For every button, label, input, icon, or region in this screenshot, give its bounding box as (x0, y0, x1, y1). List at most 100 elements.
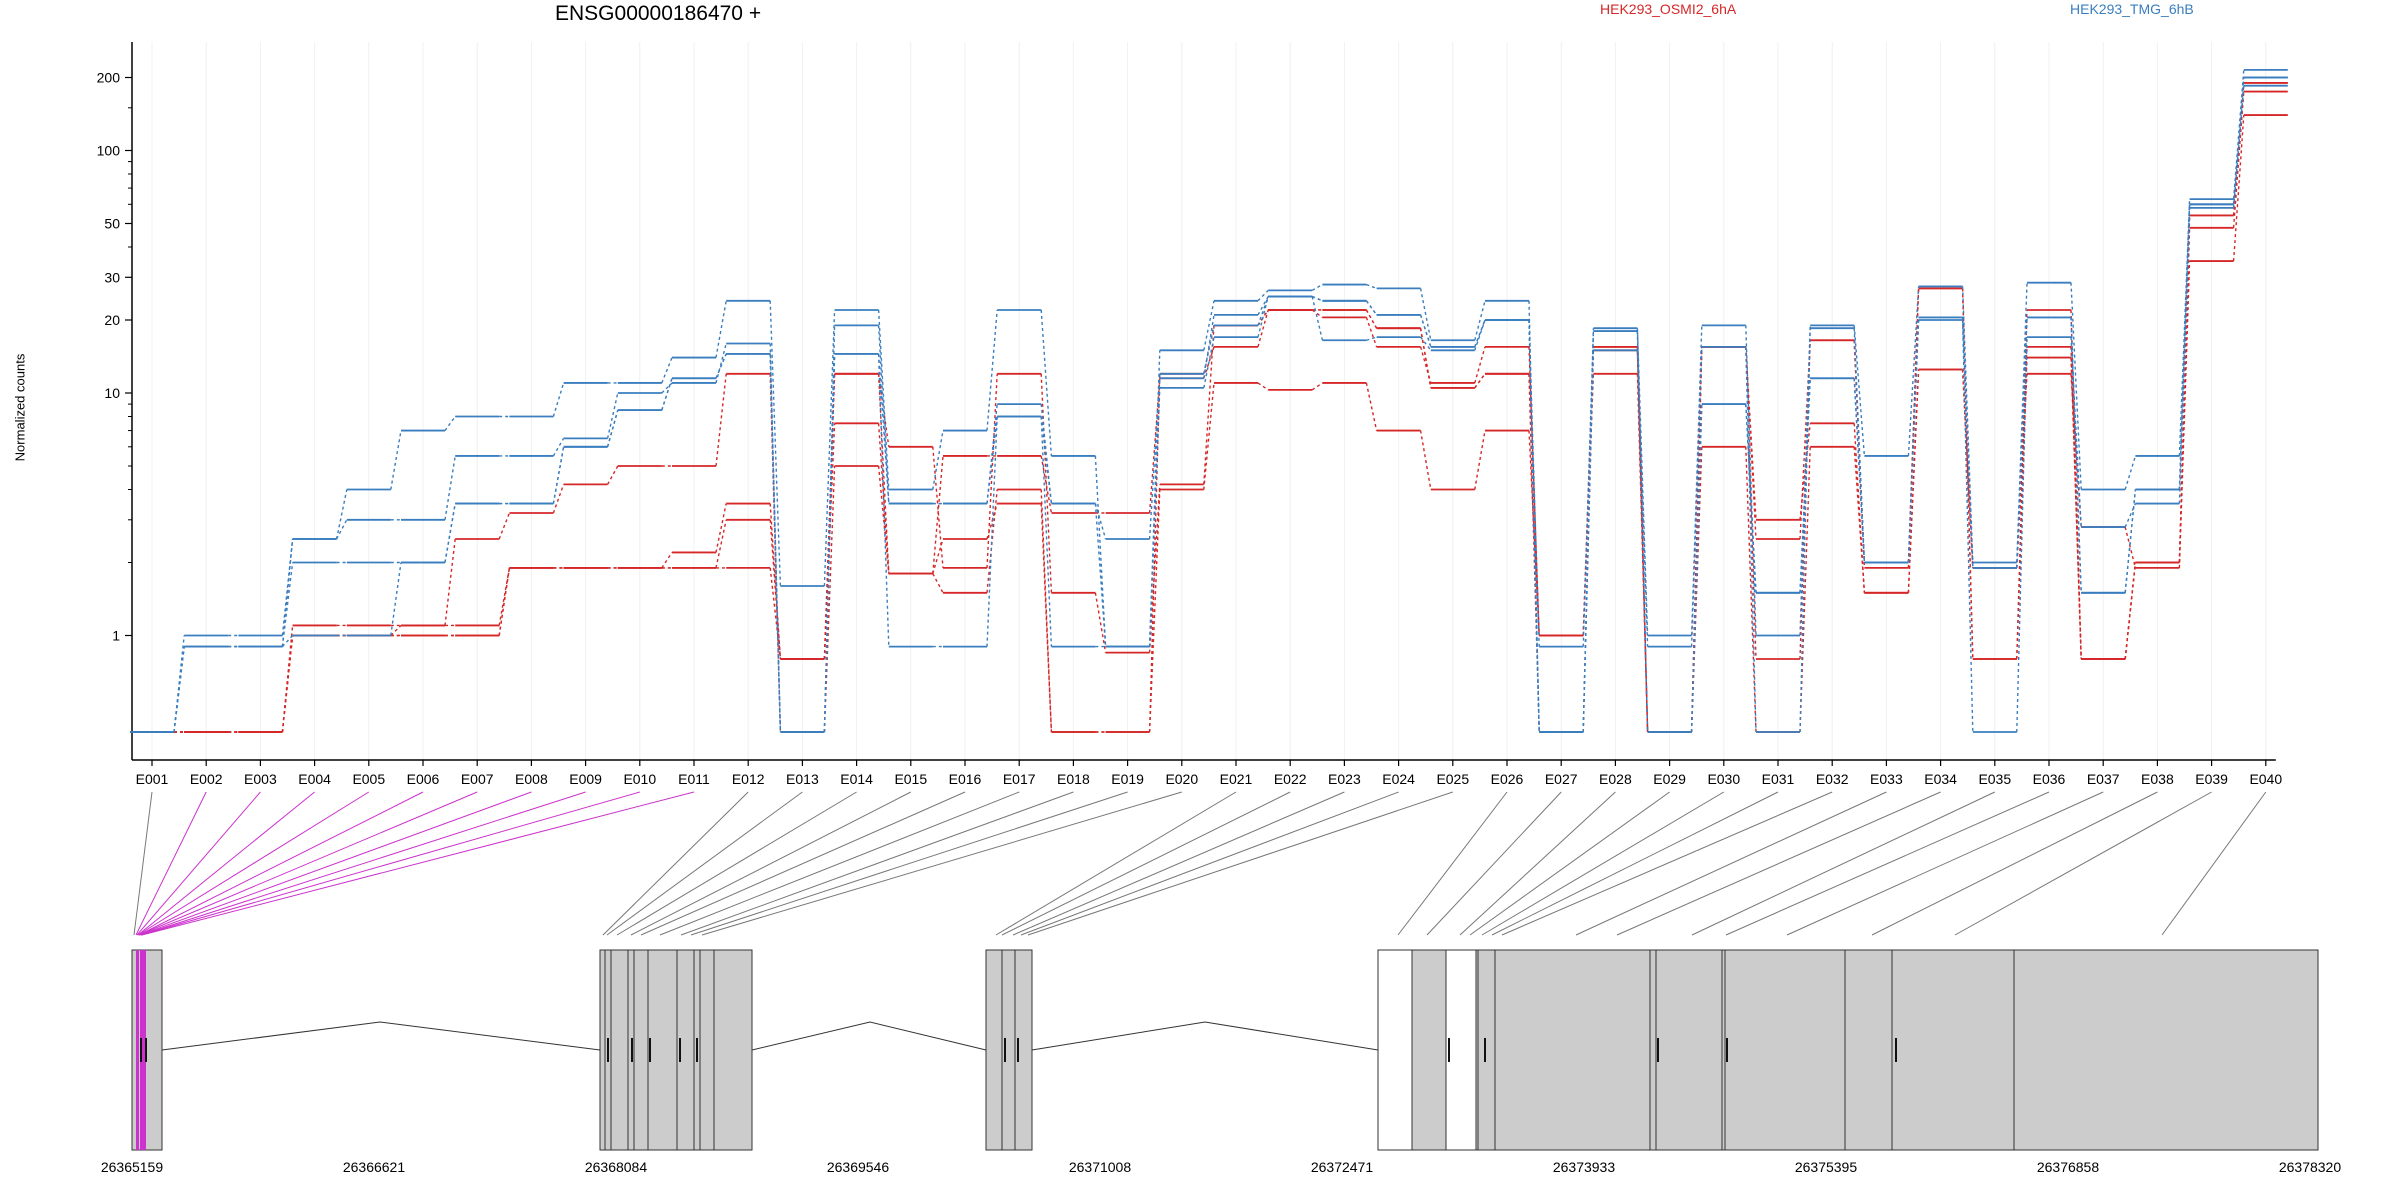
exon-connector (1871, 791, 2158, 936)
exon-connector (141, 791, 695, 936)
exon-connector (136, 791, 261, 936)
coordinate-label: 26372471 (1311, 1159, 1374, 1175)
highlighted-exon (136, 950, 139, 1150)
exon-connector (1459, 791, 1616, 936)
exon-connector (140, 791, 640, 936)
coordinate-label: 26376858 (2037, 1159, 2100, 1175)
exon-connector (1027, 791, 1453, 936)
exon-connector (1012, 791, 1345, 936)
x-tick-label-e030: E030 (1707, 771, 1740, 787)
x-tick-label-e018: E018 (1057, 771, 1090, 787)
x-tick-label-e038: E038 (2141, 771, 2174, 787)
exon-connector-lines (133, 791, 2267, 936)
exon-connector (1954, 791, 2212, 936)
x-tick-label-e022: E022 (1274, 771, 1307, 787)
x-tick-label-e010: E010 (623, 771, 656, 787)
exon-connector (1020, 791, 1399, 936)
y-tick-label: 50 (104, 216, 120, 232)
x-tick-label-e001: E001 (136, 771, 169, 787)
exon-connector (1575, 791, 1887, 936)
exon-connector (680, 791, 1074, 936)
intron-line (751, 1021, 987, 1051)
exon-connector (138, 791, 424, 936)
y-tick-label: 1 (112, 627, 120, 643)
exon-connector (137, 791, 370, 936)
x-tick-label-e037: E037 (2087, 771, 2120, 787)
legend-label-osmi2: HEK293_OSMI2_6hA (1600, 1, 1737, 17)
exon-connector (659, 791, 1020, 936)
exon-connector (690, 791, 1128, 936)
exon-block-white (1377, 949, 1413, 1151)
coordinate-label: 26378320 (2279, 1159, 2342, 1175)
y-tick-label: 20 (104, 312, 120, 328)
y-tick-label: 200 (97, 70, 121, 86)
exon-connector (1691, 791, 1996, 936)
x-tick-label-e013: E013 (786, 771, 819, 787)
x-tick-label-e032: E032 (1816, 771, 1849, 787)
intron-line (1031, 1021, 1379, 1051)
exon-block (599, 949, 753, 1151)
exon-connector (1786, 791, 2104, 936)
gene-model: 26365159 26366621 26368084 26369546 26371008… (101, 949, 2342, 1175)
vertical-gridlines (151, 42, 2267, 760)
x-tick-label-e020: E020 (1165, 771, 1198, 787)
y-tick-label: 10 (104, 385, 120, 401)
x-tick-label-e024: E024 (1382, 771, 1415, 787)
x-tick-label-e007: E007 (461, 771, 494, 787)
exon-connector (1725, 791, 2050, 936)
data-connector (173, 69, 2245, 733)
chart-title: ENSG00000186470 + (555, 2, 762, 25)
x-tick-label-e026: E026 (1491, 771, 1524, 787)
exon-connector (140, 791, 586, 936)
exon-connector (138, 791, 478, 936)
x-tick-label-e005: E005 (352, 771, 385, 787)
exon-block (985, 949, 1033, 1151)
series-8 (130, 76, 2288, 733)
x-tick-label-e021: E021 (1220, 771, 1253, 787)
exon-connector (2161, 791, 2267, 936)
x-tick-label-e029: E029 (1653, 771, 1686, 787)
x-tick-label-e040: E040 (2249, 771, 2282, 787)
exon-connector (606, 791, 803, 936)
coordinate-label: 26373933 (1553, 1159, 1616, 1175)
exon-connector (1426, 791, 1562, 936)
x-tick-label-e027: E027 (1545, 771, 1578, 787)
exon-block (1411, 949, 1447, 1151)
series-2 (130, 114, 2288, 733)
y-tick-label: 100 (97, 143, 121, 159)
exon-connector (135, 791, 207, 936)
exon-connector (133, 791, 153, 936)
data-connector (174, 115, 2245, 733)
exon-connector (139, 791, 532, 936)
intron-line (161, 1021, 601, 1051)
exon-connector (616, 791, 857, 936)
coordinate-label: 26375395 (1795, 1159, 1858, 1175)
x-tick-label-e019: E019 (1111, 771, 1144, 787)
exon-connector (602, 791, 749, 936)
exon-connector (1491, 791, 1779, 936)
coordinate-label: 26369546 (827, 1159, 890, 1175)
y-tick-label: 30 (104, 269, 120, 285)
x-tick-label-e012: E012 (732, 771, 765, 787)
y-axis-label-wrap: Normalized counts (0, 350, 44, 470)
x-tick-label-e036: E036 (2033, 771, 2066, 787)
highlighted-exon (143, 950, 146, 1150)
x-tick-label-e028: E028 (1599, 771, 1632, 787)
series-lines (130, 68, 2288, 733)
x-tick-label-e016: E016 (949, 771, 982, 787)
x-tick-label-e023: E023 (1328, 771, 1361, 787)
x-tick-label-e008: E008 (515, 771, 548, 787)
x-tick-label-e025: E025 (1436, 771, 1469, 787)
exon-connector (630, 791, 912, 936)
x-tick-label-e009: E009 (569, 771, 602, 787)
exon-connector (995, 791, 1237, 936)
coordinate-label: 26368084 (585, 1159, 648, 1175)
x-tick-label-e003: E003 (244, 771, 277, 787)
x-tick-label-e039: E039 (2195, 771, 2228, 787)
exon-connector (640, 791, 966, 936)
x-tick-label-e035: E035 (1978, 771, 2011, 787)
x-tick-label-e017: E017 (1003, 771, 1036, 787)
exon-connector (1501, 791, 1833, 936)
axes: 1 10 20 30 50 100 200 E001 E002 E003 E004 E005 E006 E… (97, 42, 2282, 787)
